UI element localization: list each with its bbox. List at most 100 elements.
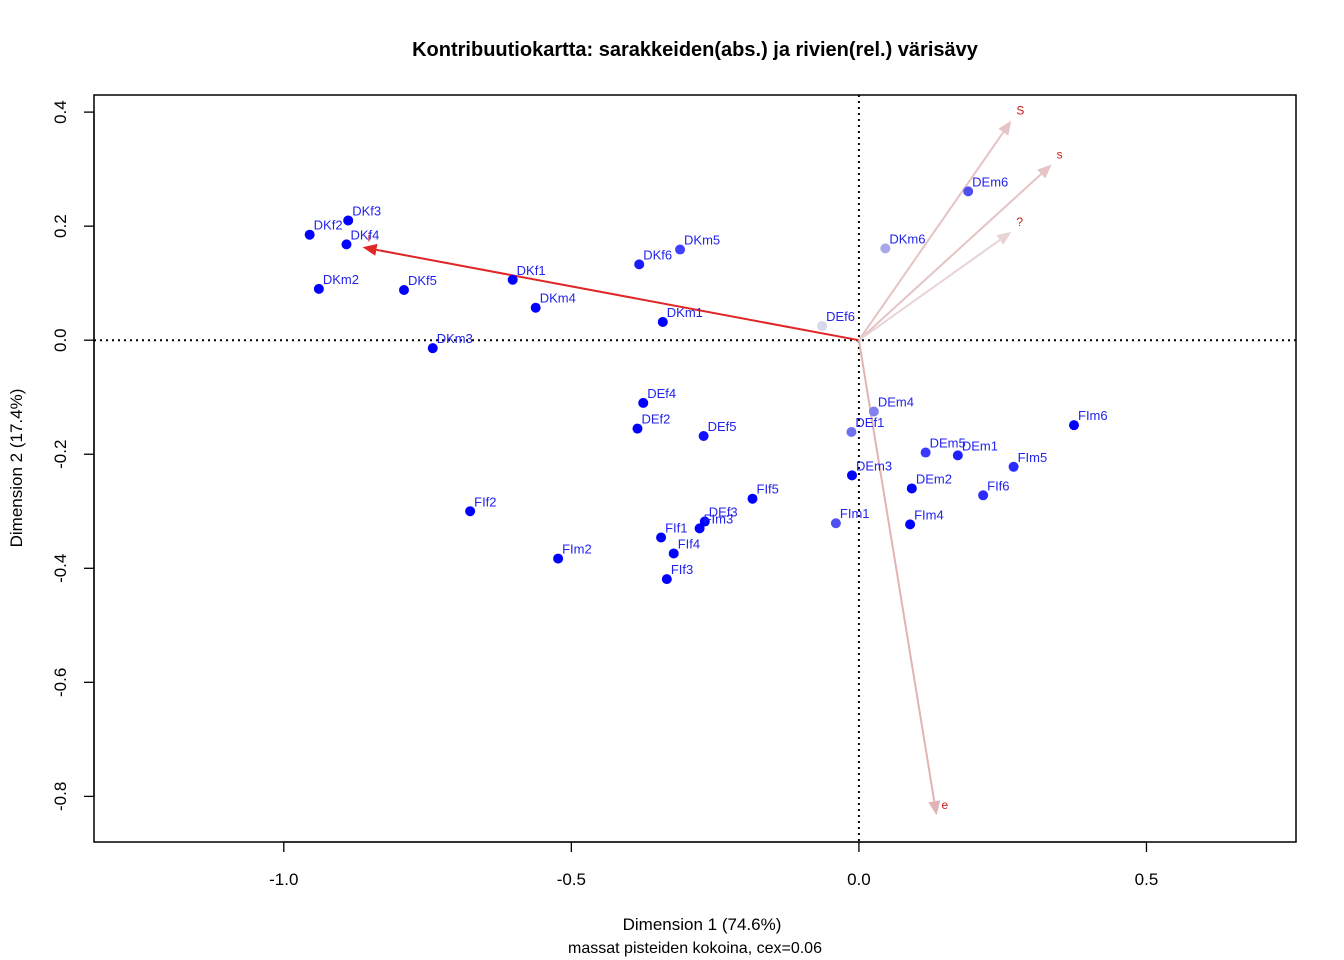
y-tick-label: 0.2 [51, 214, 70, 238]
point-DKf2 [304, 229, 315, 240]
arrowhead-e [928, 800, 941, 816]
point-DEm2 [906, 483, 917, 494]
point-label: DKm2 [323, 272, 359, 287]
point-DKm3 [427, 343, 438, 354]
arrow-e [857, 340, 936, 802]
y-axis-label: Dimension 2 (17.4%) [7, 389, 26, 548]
point-label: FIf4 [678, 536, 700, 551]
point-label: DKf2 [314, 218, 343, 233]
point-label: DKf1 [517, 263, 546, 278]
point-DEm1 [952, 450, 963, 461]
x-tick-label: -1.0 [269, 870, 298, 889]
point-FIf3 [661, 574, 672, 585]
arrow-label: i [368, 230, 371, 244]
arrow-i [376, 248, 860, 342]
y-tick-label: -0.6 [51, 668, 70, 697]
point-label: FIf1 [665, 520, 687, 535]
point-FIm2 [553, 553, 564, 564]
point-DKm6 [880, 243, 891, 254]
x-axis: -1.0 -0.5 0.0 0.5 [269, 841, 1159, 889]
arrow-s [858, 173, 1042, 341]
point-DEf2 [632, 423, 643, 434]
point-label: DKm1 [667, 305, 703, 320]
point-FIm6 [1069, 420, 1080, 431]
x-axis-label: Dimension 1 (74.6%) [623, 915, 782, 934]
point-DKf4 [341, 239, 352, 250]
point-label: FIm6 [1078, 408, 1108, 423]
point-label: FIm4 [914, 507, 944, 522]
point-label: DKf5 [408, 273, 437, 288]
point-DEm5 [920, 447, 931, 458]
point-label: FIf2 [474, 494, 496, 509]
chart-title: Kontribuutiokartta: sarakkeiden(abs.) ja… [412, 39, 979, 61]
point-FIm3 [694, 523, 705, 534]
point-FIf2 [465, 506, 476, 517]
point-FIf6 [978, 490, 989, 501]
point-DKf3 [343, 215, 354, 226]
point-label: FIf6 [987, 478, 1009, 493]
point-label: DEm1 [962, 438, 998, 453]
point-label: DKf6 [643, 247, 672, 262]
point-DEm4 [868, 406, 879, 417]
point-label: DEf6 [826, 309, 855, 324]
point-label: DEm3 [856, 458, 892, 473]
point-FIf1 [656, 532, 667, 543]
point-label: DKm4 [540, 291, 576, 306]
point-label: DEf1 [855, 415, 884, 430]
point-label: FIm2 [562, 542, 592, 557]
arrow-S [858, 131, 1005, 341]
point-DKm4 [530, 302, 541, 313]
y-tick-label: 0.0 [51, 328, 70, 352]
y-tick-label: 0.4 [51, 100, 70, 124]
row-points: DKf2 DKf3 DKf4 DKm2 DKf5 DKm3 DKf1 DKm4 DKf6 DKm5… [304, 174, 1108, 585]
x-tick-label: -0.5 [557, 870, 586, 889]
column-arrows: i Ss? e [362, 104, 1063, 816]
point-label: DEm4 [878, 394, 914, 409]
point-label: DEf3 [709, 505, 738, 520]
point-label: DEf5 [708, 419, 737, 434]
point-label: FIm3 [704, 511, 734, 526]
point-DEf1 [846, 427, 857, 438]
point-DEf3 [699, 516, 710, 527]
y-tick-label: -0.2 [51, 440, 70, 469]
point-label: FIf3 [671, 562, 693, 577]
point-label: DEf2 [641, 412, 670, 427]
plot-frame [93, 94, 1297, 843]
x-tick-label: 0.5 [1135, 870, 1159, 889]
x-tick-label: 0.0 [847, 870, 871, 889]
point-FIf5 [747, 493, 758, 504]
point-FIf4 [668, 548, 679, 559]
point-label: DKm3 [437, 331, 473, 346]
y-axis: 0.4 0.2 0.0 -0.2 -0.4 -0.6 -0.8 [51, 100, 95, 811]
arrow-label: ? [1016, 215, 1023, 229]
point-DKf1 [507, 274, 518, 285]
point-DKm5 [675, 244, 686, 255]
point-FIm4 [905, 519, 916, 530]
point-DKm1 [657, 316, 668, 327]
arrow-label: s [1057, 148, 1063, 162]
point-label: DKf4 [350, 227, 379, 242]
arrowhead-s [1037, 164, 1052, 179]
point-DEm6 [963, 186, 974, 197]
arrowhead-S [998, 120, 1012, 136]
point-DKf6 [634, 259, 645, 270]
point-DEm3 [847, 470, 858, 481]
point-DEf5 [698, 430, 709, 441]
point-DKm2 [313, 283, 324, 294]
point-label: FIf5 [757, 482, 779, 497]
point-label: FIm5 [1018, 450, 1048, 465]
point-label: DKm5 [684, 233, 720, 248]
x-axis-subtitle: massat pisteiden kokoina, cex=0.06 [568, 940, 822, 957]
arrow-? [858, 239, 1001, 342]
point-label: DEm6 [972, 174, 1008, 189]
point-FIm5 [1008, 461, 1019, 472]
point-DEf4 [638, 397, 649, 408]
y-tick-label: -0.8 [51, 782, 70, 811]
point-label: DEm5 [930, 436, 966, 451]
point-FIm1 [830, 518, 841, 529]
arrowhead-i [362, 243, 378, 256]
point-label: FIm1 [840, 506, 870, 521]
point-label: DKm6 [889, 231, 925, 246]
point-DKf5 [398, 285, 409, 296]
